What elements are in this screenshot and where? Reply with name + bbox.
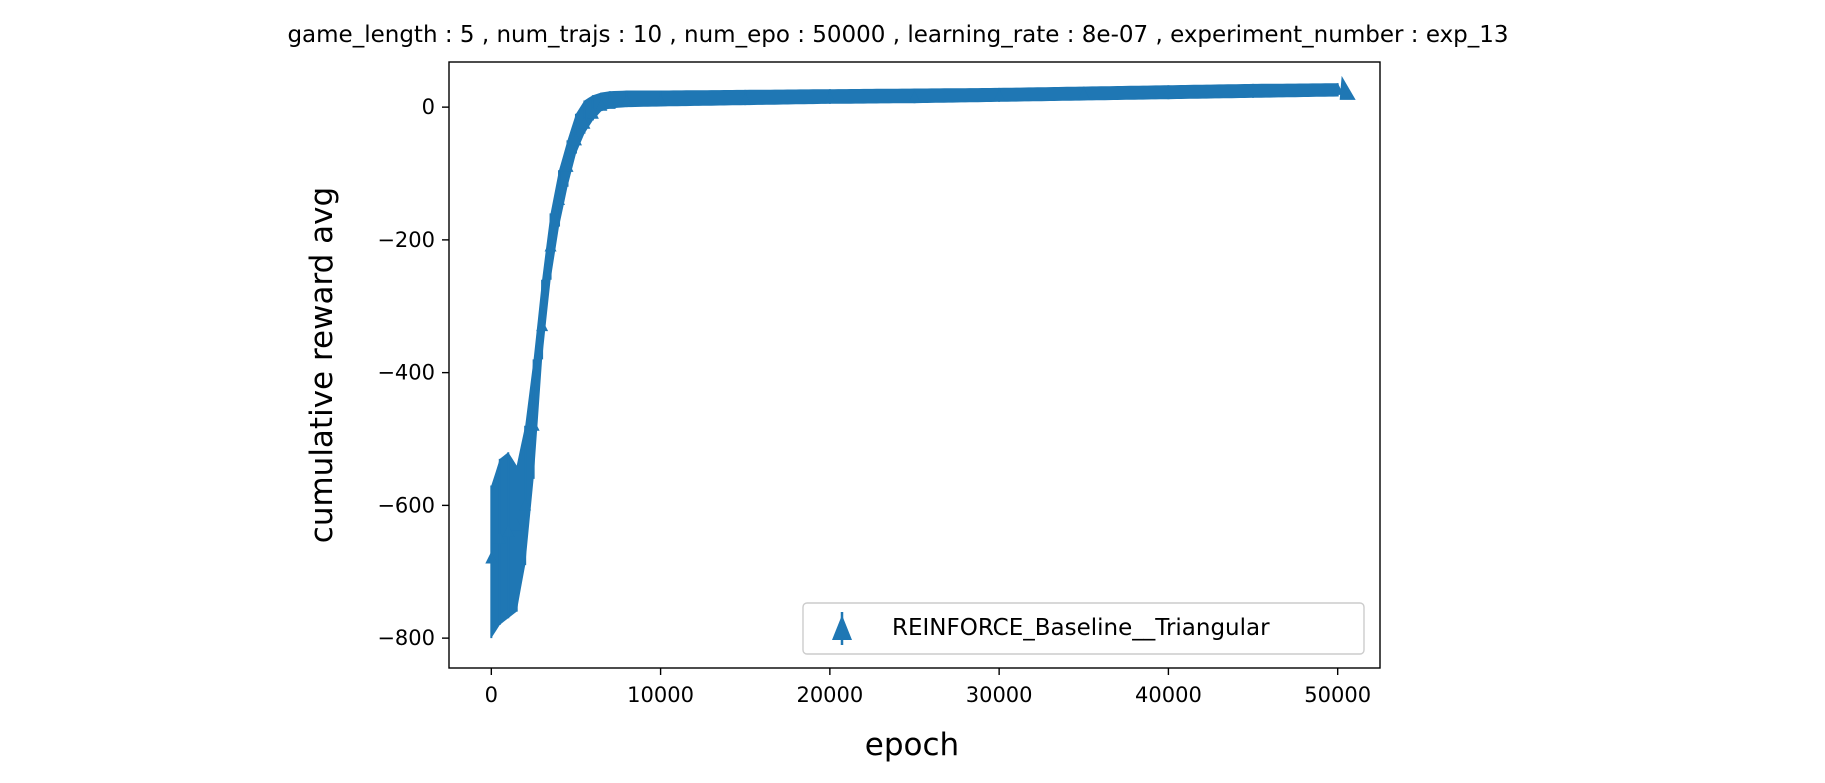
- data-point: [578, 116, 591, 129]
- x-tick-label: 40000: [1135, 683, 1202, 707]
- plot-area: [448, 61, 1381, 669]
- data-point: [519, 498, 532, 511]
- data-point: [544, 239, 557, 252]
- data-point: [654, 94, 667, 107]
- data-point: [603, 96, 616, 109]
- legend-box: [802, 602, 1365, 655]
- data-point: [502, 524, 515, 537]
- legend-marker-icon: [832, 612, 852, 645]
- y-tick-label: −800: [377, 626, 435, 650]
- data-point: [586, 106, 599, 119]
- x-tick-label: 10000: [627, 683, 694, 707]
- data-point: [569, 133, 582, 146]
- x-tick-label: 0: [485, 683, 498, 707]
- y-tick-label: −200: [377, 228, 435, 252]
- data-point: [553, 193, 566, 206]
- end-marker: [1339, 75, 1356, 100]
- legend-triangle: [832, 615, 852, 640]
- data-point: [510, 518, 523, 531]
- data-point: [485, 551, 498, 564]
- data-point: [561, 159, 574, 172]
- y-tick-label: 0: [422, 95, 435, 119]
- x-tick-label: 50000: [1304, 683, 1371, 707]
- data-point: [536, 319, 549, 332]
- chart-title: game_length : 5 , num_trajs : 10 , num_e…: [287, 22, 1508, 48]
- data-point: [1247, 84, 1260, 97]
- y-axis-label: cumulative reward avg: [304, 187, 340, 543]
- x-tick-label: 30000: [966, 683, 1033, 707]
- y-tick-label: −600: [377, 493, 435, 517]
- data-layer: [485, 75, 1356, 639]
- data-point: [620, 94, 633, 107]
- x-tick-label: 20000: [796, 683, 863, 707]
- data-point: [993, 89, 1006, 102]
- legend-label: REINFORCE_Baseline__Triangular: [892, 615, 1270, 641]
- x-axis-ticks: 0 10000 20000 30000 40000 50000: [485, 668, 1371, 707]
- y-axis-ticks: 0 −200 −400 −600 −800: [377, 95, 449, 650]
- data-point: [908, 90, 921, 103]
- data-point: [739, 92, 752, 105]
- axes-frame: [448, 61, 1381, 669]
- x-axis-label: epoch: [865, 727, 959, 763]
- data-point: [1077, 87, 1090, 100]
- data-point: [527, 418, 540, 431]
- data-point: [823, 91, 836, 104]
- data-point: [1162, 85, 1175, 98]
- legend: REINFORCE_Baseline__Triangular: [802, 602, 1365, 655]
- data-point: [493, 531, 506, 544]
- y-tick-label: −400: [377, 361, 435, 385]
